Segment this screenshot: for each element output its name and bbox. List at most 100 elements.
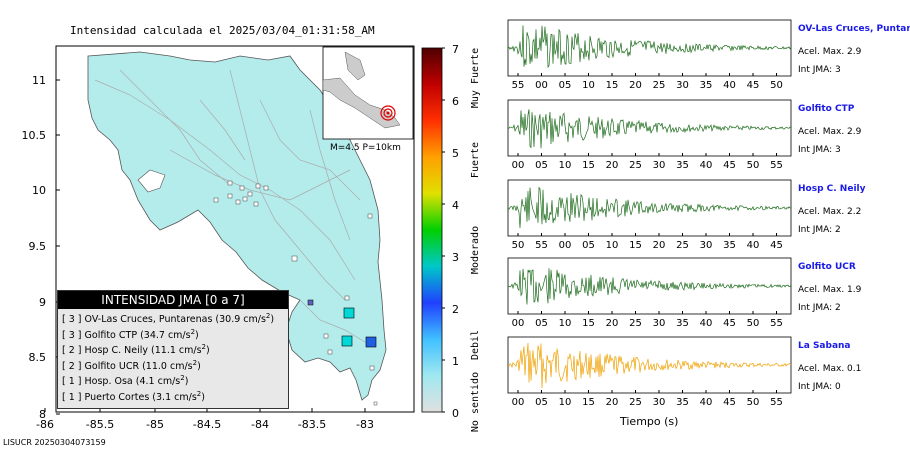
waveform-panel [507,19,792,77]
station-name: Golfito CTP [798,104,855,114]
intensity-level-label: Debil [470,330,481,360]
map-x-tick: -83 [356,418,374,431]
map-y-tick: 9 [39,296,46,309]
waveform-trace [507,342,792,389]
map-y-tick: 11 [32,74,46,87]
colorbar-tick: 5 [452,147,459,160]
waveform-time-tick: 00 [512,397,525,408]
map-x-tick: -84 [251,418,269,431]
waveform-time-tick: 45 [770,240,783,251]
waveform-time-tick: 30 [653,160,666,171]
waveform-time-tick: 40 [700,160,713,171]
waveform-time-tick: 35 [676,397,689,408]
waveform-time-tick: 00 [559,240,572,251]
legend-row: [ 2 ] Golfito UCR (11.0 cm/s2) [62,358,201,372]
waveform-trace [507,186,792,229]
station-name: OV-Las Cruces, Puntar [798,24,910,34]
waveform-time-tick: 50 [747,397,760,408]
waveform-time-tick: 00 [535,80,548,91]
waveform-time-tick: 20 [629,80,642,91]
magnitude-label: M=4.5 P=10km [330,143,401,153]
legend-row: [ 3 ] OV-Las Cruces, Puntarenas (30.9 cm… [62,312,275,326]
waveform-time-tick: 45 [723,397,736,408]
waveform-trace [507,109,792,149]
station-marker [343,307,355,319]
colorbar-tick: 2 [452,303,459,316]
acel-max: Acel. Max. 2.2 [798,207,862,217]
waveform-time-tick: 05 [535,397,548,408]
acel-max: Acel. Max. 0.1 [798,364,862,374]
waveform-time-tick: 25 [629,397,642,408]
waveform-trace [507,268,792,305]
waveform-time-tick: 50 [747,318,760,329]
jma-intensity: Int JMA: 0 [798,382,841,392]
waveform-time-tick: 25 [653,80,666,91]
waveform-time-tick: 25 [629,160,642,171]
waveform-time-tick: 05 [559,80,572,91]
map-y-tick: 10.5 [22,129,47,142]
waveform-time-tick: 55 [770,397,783,408]
map-x-tick: -85 [146,418,164,431]
waveform-time-tick: 40 [723,80,736,91]
waveform-time-tick: 30 [676,80,689,91]
intensity-level-label: Moderado [470,226,481,274]
waveform-time-tick: 45 [747,80,760,91]
waveform-time-tick: 35 [723,240,736,251]
colorbar-tick: 7 [452,43,459,56]
waveform-time-tick: 55 [770,160,783,171]
intensity-level-label: No sentido [470,372,481,432]
jma-intensity: Int JMA: 2 [798,303,841,313]
intensity-level-label: Muy Fuerte [470,48,481,108]
colorbar-tick: 3 [452,251,459,264]
waveform-time-tick: 55 [512,80,525,91]
waveform-time-tick: 45 [723,160,736,171]
waveform-time-tick: 05 [582,240,595,251]
jma-intensity: Int JMA: 3 [798,145,841,155]
time-axis-label: Tiempo (s) [620,415,679,428]
station-marker [307,299,314,306]
legend-row: [ 3 ] Golfito CTP (34.7 cm/s2) [62,327,199,341]
acel-max: Acel. Max. 1.9 [798,285,862,295]
waveform-time-tick: 40 [747,240,760,251]
waveform-time-tick: 05 [535,160,548,171]
waveform-time-tick: 35 [676,160,689,171]
waveform-time-tick: 20 [606,318,619,329]
station-marker [365,336,377,348]
colorbar-tick: 0 [452,407,459,420]
map-x-tick: -85.5 [86,418,114,431]
map-x-tick: -84.5 [193,418,221,431]
waveform-time-tick: 50 [770,80,783,91]
waveform-time-tick: 40 [700,397,713,408]
waveform-time-tick: 10 [606,240,619,251]
legend-row: [ 2 ] Hosp C. Neily (11.1 cm/s2) [62,343,210,357]
waveform-panel [507,257,792,315]
waveform-time-tick: 05 [535,318,548,329]
footer-id: LISUCR 20250304073159 [3,438,106,447]
waveform-time-tick: 25 [629,318,642,329]
station-name: Hosp C. Neily [798,184,866,194]
waveform-time-tick: 55 [770,318,783,329]
map-y-tick: 10 [32,184,46,197]
acel-max: Acel. Max. 2.9 [798,47,862,57]
waveform-time-tick: 50 [512,240,525,251]
waveform-time-tick: 30 [653,397,666,408]
map-title: Intensidad calculada el 2025/03/04_01:31… [70,24,375,37]
map-y-tick: 9.5 [29,240,47,253]
waveform-time-tick: 00 [512,160,525,171]
colorbar-tick: 1 [452,355,459,368]
waveform-time-tick: 55 [535,240,548,251]
waveform-time-tick: 20 [606,397,619,408]
legend-title: INTENSIDAD JMA [0 a 7] [58,291,288,309]
waveform-time-tick: 20 [653,240,666,251]
waveform-time-tick: 15 [606,80,619,91]
waveform-time-tick: 15 [582,397,595,408]
intensity-level-label: Fuerte [470,142,481,178]
waveform-time-tick: 10 [559,318,572,329]
map-x-tick: -83.5 [298,418,326,431]
legend-row: [ 1 ] Puerto Cortes (3.1 cm/s2) [62,389,205,403]
waveform-time-tick: 10 [559,160,572,171]
waveform-time-tick: 50 [747,160,760,171]
colorbar-tick: 4 [452,199,459,212]
waveform-trace [507,25,792,69]
intensity-legend: INTENSIDAD JMA [0 a 7] [ 3 ] OV-Las Cruc… [57,290,289,409]
